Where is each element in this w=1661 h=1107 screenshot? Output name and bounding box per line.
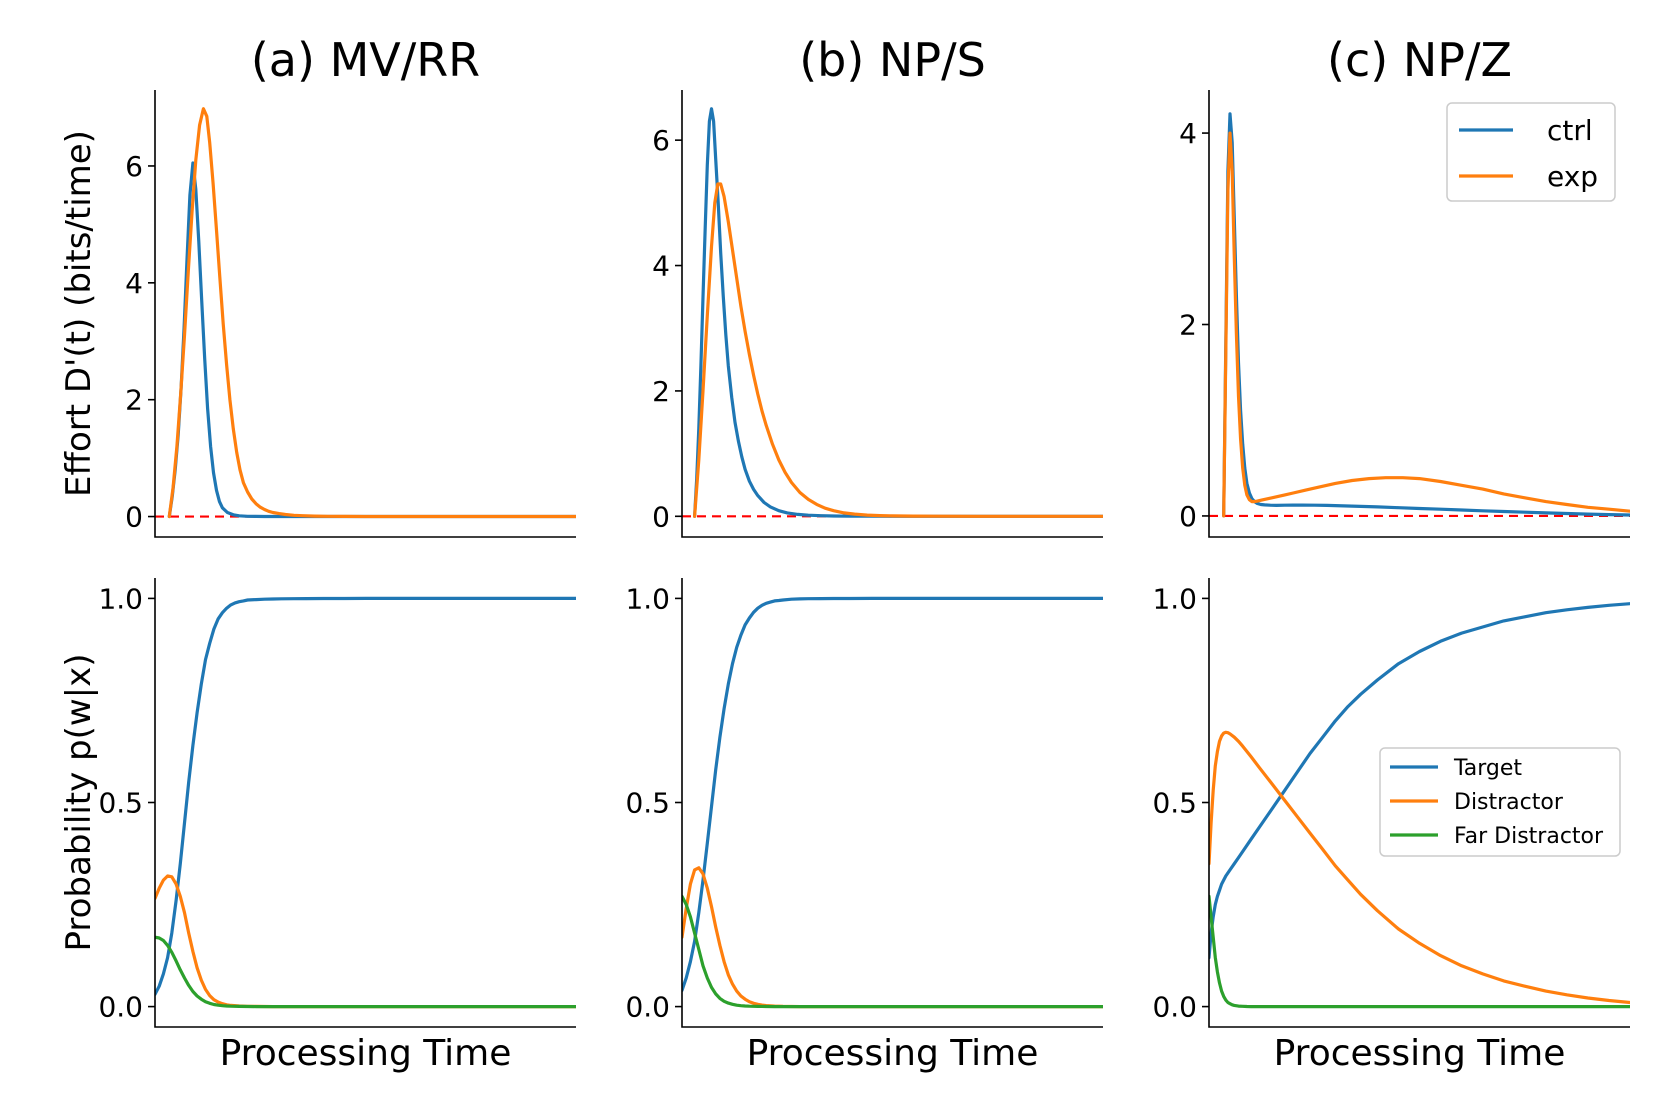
y-tick-label: 0.5: [1152, 787, 1197, 820]
y-tick-label: 6: [125, 150, 143, 183]
axis-spines: [681, 90, 1103, 538]
legend-label: Far Distractor: [1454, 824, 1604, 849]
panel-2: 0 2 4 6 (b) NP/S: [652, 33, 1103, 538]
y-tick-label: 4: [125, 267, 143, 300]
y-tick-label: 1.0: [98, 582, 143, 615]
axis-spines: [1208, 90, 1630, 538]
y-tick-label: 0: [125, 501, 143, 534]
y-tick-label: 0: [1179, 500, 1197, 533]
series-line-far-distractor: [682, 894, 1103, 1009]
series-line-far-distractor: [155, 935, 576, 1009]
series-line-target: [155, 596, 576, 996]
legend-label: ctrl: [1547, 114, 1593, 147]
series-line-exp: [167, 107, 576, 519]
series-line-far-distractor: [1209, 894, 1630, 1009]
panel-5: 0.0 0.5 1.0 Processing Time: [625, 578, 1103, 1074]
series-line-exp: [692, 182, 1103, 518]
panel-4: 0.0 0.5 1.0 Processing Time Probability p(w|…: [59, 578, 576, 1074]
legend-label: Distractor: [1454, 790, 1564, 815]
y-tick-label: 0.5: [625, 787, 670, 820]
y-tick-label: 0.0: [625, 991, 670, 1024]
y-tick-label: 4: [1179, 117, 1197, 150]
y-tick-label: 2: [125, 384, 143, 417]
x-axis-label: Processing Time: [1274, 1033, 1566, 1074]
panel-title: (b) NP/S: [799, 33, 986, 87]
y-axis-label: Effort D'(t) (bits/time): [59, 130, 99, 497]
y-tick-label: 0.5: [98, 787, 143, 820]
y-tick-label: 0.0: [1152, 991, 1197, 1024]
legend: Target Distractor Far Distractor: [1379, 747, 1621, 857]
panel-3: 0 2 4 (c) NP/Z ctrl exp: [1179, 33, 1630, 538]
panel-title: (c) NP/Z: [1327, 33, 1512, 87]
y-axis-label: Probability p(w|x): [59, 653, 99, 951]
legend-label: exp: [1547, 160, 1598, 193]
series-line-distractor: [155, 874, 576, 1009]
series-line-exp: [1222, 131, 1630, 518]
series-line-ctrl: [692, 107, 1103, 518]
y-tick-label: 2: [652, 375, 670, 408]
y-tick-label: 2: [1179, 309, 1197, 342]
y-tick-label: 0.0: [98, 991, 143, 1024]
y-tick-label: 4: [652, 250, 670, 283]
x-axis-label: Processing Time: [220, 1033, 512, 1074]
y-tick-label: 0: [652, 500, 670, 533]
y-tick-label: 1.0: [1152, 582, 1197, 615]
series-line-distractor: [1209, 730, 1630, 1005]
axis-spines: [154, 578, 576, 1028]
series-line-target: [682, 596, 1103, 992]
legend-label: Target: [1453, 756, 1522, 781]
series-line-ctrl: [167, 161, 576, 519]
series-line-distractor: [682, 866, 1103, 1009]
panel-6: 0.0 0.5 1.0 Processing Time Target Distractor…: [1152, 578, 1630, 1074]
y-tick-label: 1.0: [625, 582, 670, 615]
x-axis-label: Processing Time: [747, 1033, 1039, 1074]
axis-spines: [1208, 578, 1630, 1028]
series-line-target: [1209, 602, 1630, 960]
y-tick-label: 6: [652, 124, 670, 157]
axis-spines: [681, 578, 1103, 1028]
panel-title: (a) MV/RR: [251, 33, 480, 87]
panel-1: 0 2 4 6 (a) MV/RR Effort D'(t) (bits/time): [59, 33, 576, 538]
axis-spines: [154, 90, 576, 538]
legend: ctrl exp: [1446, 102, 1616, 202]
